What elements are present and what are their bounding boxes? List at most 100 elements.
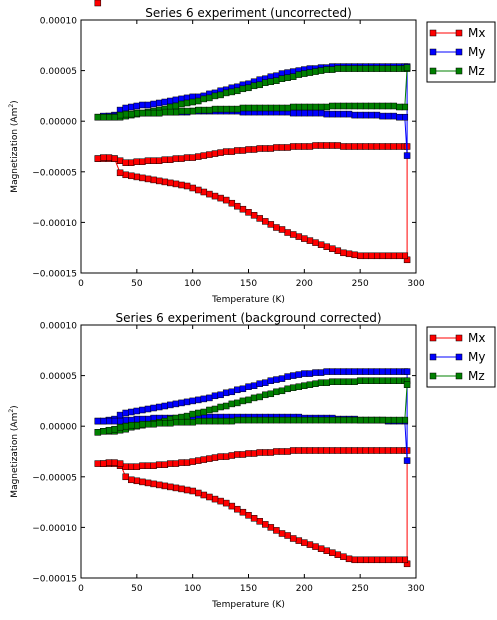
data-point (295, 109, 303, 117)
data-point (100, 460, 107, 467)
data-point (245, 383, 252, 390)
data-point (167, 108, 174, 116)
data-point (373, 377, 381, 384)
data-point (144, 405, 152, 413)
data-point (206, 106, 213, 114)
data-point (122, 473, 129, 481)
data-point (195, 489, 202, 497)
data-point (161, 419, 169, 427)
data-point (312, 68, 319, 75)
data-point (312, 109, 319, 117)
data-point (239, 104, 247, 112)
y-tick-label: −0.00010 (32, 219, 77, 229)
data-point (345, 102, 353, 110)
data-point (273, 416, 280, 424)
series-markers-mx (94, 0, 411, 568)
data-point (161, 402, 169, 410)
data-point (217, 391, 224, 399)
data-point (139, 109, 146, 117)
data-point (139, 462, 146, 469)
data-point (362, 65, 370, 72)
data-point (222, 89, 230, 97)
data-point (250, 146, 258, 153)
data-point (334, 102, 342, 110)
data-point (150, 462, 157, 469)
x-tick-label: 200 (296, 584, 313, 594)
data-point (273, 77, 280, 84)
data-point (94, 155, 102, 162)
data-point (312, 239, 319, 246)
data-point (234, 451, 241, 458)
data-point (228, 199, 236, 207)
data-point (250, 382, 258, 389)
data-point (317, 103, 325, 111)
legend-item-mz: Mz (429, 369, 485, 383)
data-point (323, 379, 330, 386)
data-point (172, 460, 180, 467)
data-point (195, 396, 202, 404)
data-point (368, 65, 375, 72)
data-point (139, 420, 146, 428)
data-point (306, 143, 314, 150)
data-point (133, 421, 141, 429)
data-point (155, 99, 163, 107)
data-point (273, 388, 280, 396)
data-point (334, 247, 342, 254)
data-point (312, 447, 319, 454)
data-point (211, 392, 219, 400)
y-axis-label: Magnetization (Am2) (8, 100, 20, 192)
data-point (172, 400, 180, 408)
data-point (128, 159, 135, 166)
data-point (133, 407, 141, 415)
data-point (133, 102, 141, 110)
data-point (189, 98, 196, 106)
data-point (105, 113, 113, 121)
data-point (401, 113, 409, 121)
data-point (368, 102, 375, 110)
data-point (379, 377, 386, 384)
data-point (362, 143, 370, 150)
data-point (323, 416, 330, 424)
data-point (401, 252, 409, 260)
legend-marker (429, 67, 437, 75)
legend-marker (455, 48, 463, 56)
data-point (105, 426, 113, 434)
data-point (306, 447, 314, 454)
legend-marker (455, 372, 463, 380)
data-point (206, 190, 213, 198)
data-point (155, 461, 163, 468)
data-point (403, 64, 411, 71)
data-point (200, 188, 208, 196)
data-point (172, 108, 180, 116)
data-point (133, 463, 141, 470)
data-point (172, 180, 180, 188)
data-point (396, 416, 403, 424)
data-point (250, 82, 258, 90)
data-point (329, 245, 336, 252)
y-axis-label: Magnetization (Am2) (8, 405, 20, 497)
data-point (356, 111, 364, 119)
data-point (245, 84, 252, 92)
data-point (195, 106, 202, 114)
data-point (351, 102, 358, 110)
data-point (273, 144, 280, 151)
data-point (306, 103, 314, 111)
data-point (340, 65, 347, 72)
series-markers-mz (94, 377, 411, 436)
data-point (351, 65, 358, 72)
data-point (312, 380, 319, 387)
data-point (262, 391, 269, 399)
data-point (139, 158, 146, 165)
data-point (116, 423, 124, 431)
data-point (317, 369, 325, 376)
legend: Mx My Mz (426, 326, 496, 388)
data-point (334, 551, 342, 558)
data-point (155, 157, 163, 164)
data-point (245, 146, 252, 153)
data-point (217, 91, 224, 99)
data-point (150, 404, 157, 412)
data-point (284, 448, 291, 455)
data-point (206, 394, 213, 402)
data-point (351, 556, 358, 564)
legend-item-mz: Mz (429, 64, 485, 78)
